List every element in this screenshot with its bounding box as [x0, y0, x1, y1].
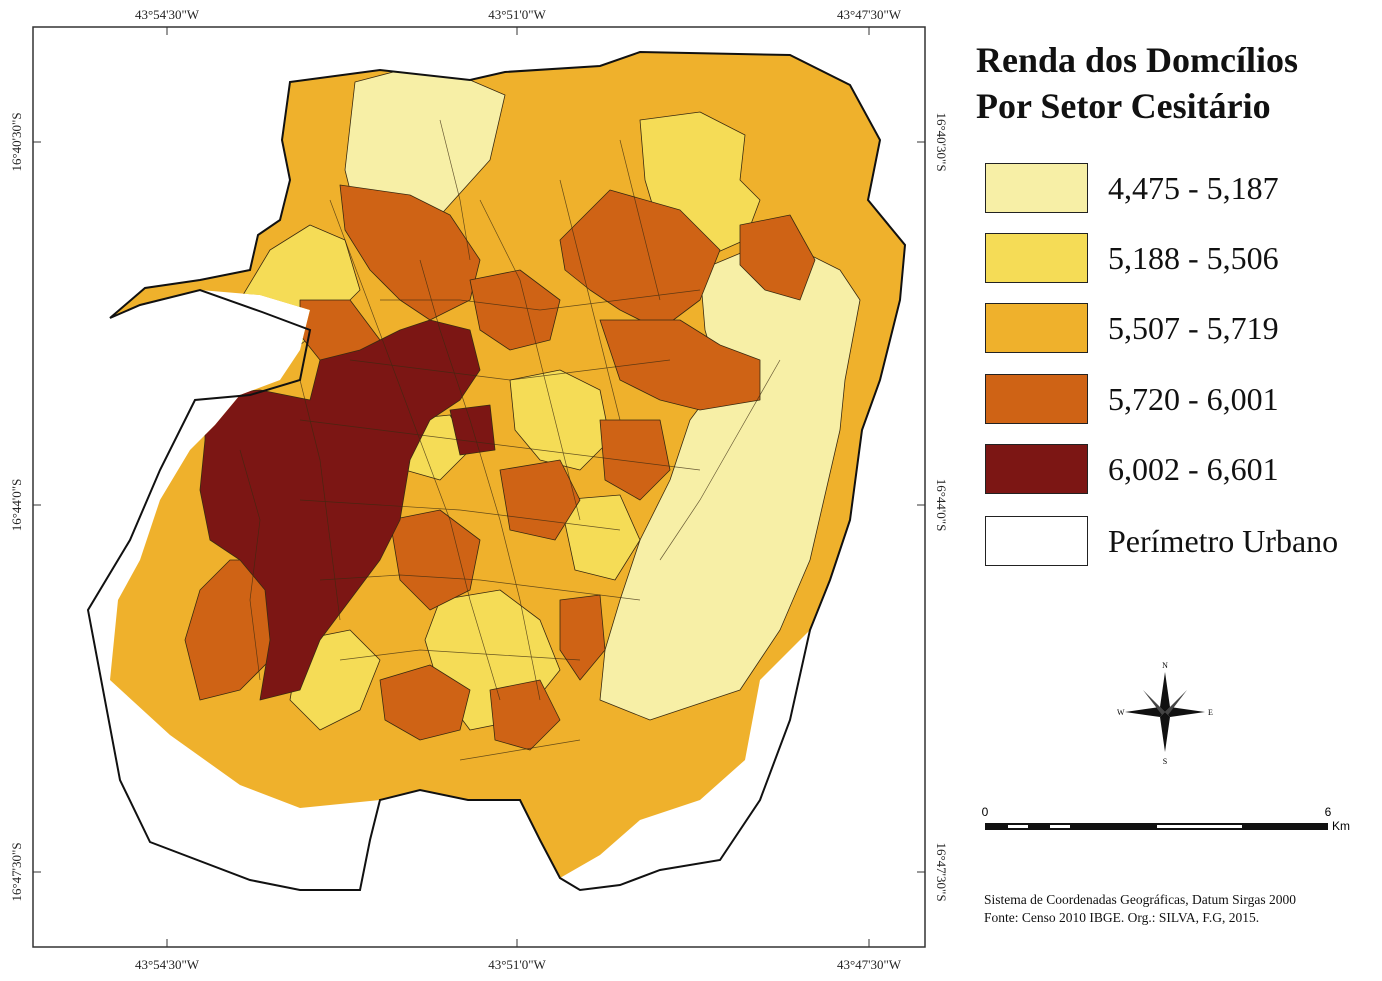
legend-label: 5,188 - 5,506: [1108, 239, 1279, 276]
legend-label: 6,002 - 6,601: [1108, 450, 1279, 487]
right-coord-2: 16°44'0"S: [934, 479, 949, 532]
legend-swatch: [985, 516, 1088, 566]
sector-boundaries: [239, 119, 781, 761]
left-coord-1: 16°40'30"S: [9, 112, 24, 171]
legend-swatch: [985, 444, 1088, 494]
legend-swatch: [985, 374, 1088, 424]
legend-title-line2: Por Setor Cesitário: [976, 86, 1271, 126]
legend-item-urban-perimeter: Perímetro Urbano: [985, 515, 1338, 567]
income-choropleth: [110, 52, 905, 878]
bottom-coord-3: 43°47'30"W: [837, 957, 902, 972]
legend-swatch: [985, 163, 1088, 213]
scale-end-label: 6: [1325, 805, 1332, 819]
bottom-coord-2: 43°51'0"W: [488, 957, 546, 972]
legend-swatch: [985, 233, 1088, 283]
legend-label: 5,507 - 5,719: [1108, 309, 1279, 346]
scale-unit-label: Km: [1332, 819, 1350, 833]
legend-item-class4: 5,720 - 6,001: [985, 373, 1279, 425]
compass-east-label: E: [1208, 708, 1213, 717]
right-coord-1: 16°40'30"S: [934, 112, 949, 171]
compass-north-label: N: [1162, 661, 1168, 670]
legend-item-class5: 6,002 - 6,601: [985, 443, 1279, 495]
scale-bar: 0 6 Km: [982, 805, 1350, 833]
left-coord-2: 16°44'0"S: [9, 479, 24, 532]
right-coord-3: 16°47'30"S: [934, 842, 949, 901]
legend-label: Perímetro Urbano: [1108, 522, 1339, 559]
top-coord-1: 43°54'30"W: [135, 7, 200, 22]
credits-line1: Sistema de Coordenadas Geográficas, Datu…: [984, 892, 1297, 907]
compass-rose-icon: N S E W: [1117, 661, 1213, 766]
legend-title-line1: Renda dos Domcílios: [976, 40, 1299, 80]
left-coord-3: 16°47'30"S: [9, 842, 24, 901]
scale-start-label: 0: [982, 805, 989, 819]
legend-label: 4,475 - 5,187: [1108, 169, 1279, 206]
graticule-ticks: [33, 27, 925, 947]
top-coord-3: 43°47'30"W: [837, 7, 902, 22]
legend-item-class3: 5,507 - 5,719: [985, 302, 1279, 354]
credits-line2: Fonte: Censo 2010 IBGE. Org.: SILVA, F.G…: [984, 910, 1260, 925]
legend-swatch: [985, 303, 1088, 353]
bottom-coord-1: 43°54'30"W: [135, 957, 200, 972]
compass-south-label: S: [1163, 757, 1167, 766]
top-coord-2: 43°51'0"W: [488, 7, 546, 22]
legend-item-class1: 4,475 - 5,187: [985, 162, 1279, 214]
legend-item-class2: 5,188 - 5,506: [985, 232, 1279, 284]
legend-label: 5,720 - 6,001: [1108, 380, 1279, 417]
compass-west-label: W: [1117, 708, 1125, 717]
urban-perimeter-outline: [86, 50, 907, 892]
